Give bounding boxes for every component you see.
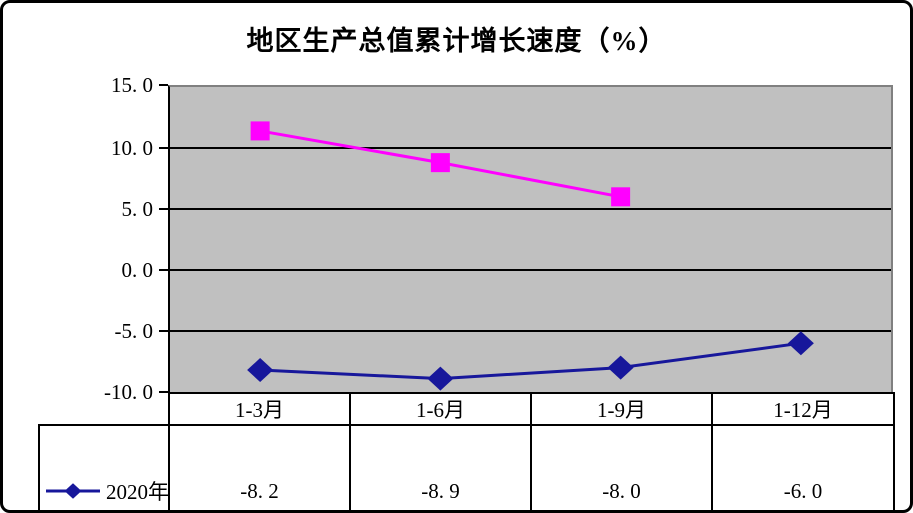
y-axis-label: 5. 0: [121, 197, 154, 221]
series-name: 2020年: [106, 480, 169, 504]
y-axis-tick: [159, 391, 168, 393]
y-axis-tick: [159, 84, 168, 86]
y-axis-label: -10. 0: [104, 380, 153, 404]
value-cell: -8. 9: [349, 424, 532, 510]
y-axis-tick: [159, 208, 168, 210]
y-axis-tick: [159, 147, 168, 149]
data-table: 1-3月 1-6月 1-9月 1-12月 2020年 -8. 2 -8. 9 -…: [38, 392, 895, 510]
category-header: 1-3月: [168, 392, 351, 426]
category-header: 1-6月: [349, 392, 532, 426]
value-cell: -8. 2: [168, 424, 351, 510]
table-row-2020: 2020年 -8. 2 -8. 9 -8. 0 -6. 0: [38, 424, 895, 510]
category-header: 1-12月: [711, 392, 895, 426]
table-header-row: 1-3月 1-6月 1-9月 1-12月: [39, 392, 895, 426]
legend-key-2020: 2020年: [38, 424, 170, 510]
value-cell: -6. 0: [711, 424, 895, 510]
plot-area: [168, 85, 893, 394]
y-axis-label: 10. 0: [111, 136, 153, 160]
category-header: 1-9月: [530, 392, 713, 426]
y-axis-label: 0. 0: [121, 258, 154, 282]
y-axis-tick: [159, 269, 168, 271]
plot-series-canvas: [170, 121, 891, 391]
y-axis-label: 15. 0: [111, 73, 153, 97]
y-axis-tick: [159, 330, 168, 332]
value-cell: -8. 0: [530, 424, 713, 510]
chart-title: 地区生产总值累计增长速度（%）: [246, 26, 667, 56]
legend-swatch-diamond-icon: [46, 483, 100, 499]
table-corner-cell: [39, 393, 169, 425]
y-axis-label: -5. 0: [114, 319, 154, 343]
